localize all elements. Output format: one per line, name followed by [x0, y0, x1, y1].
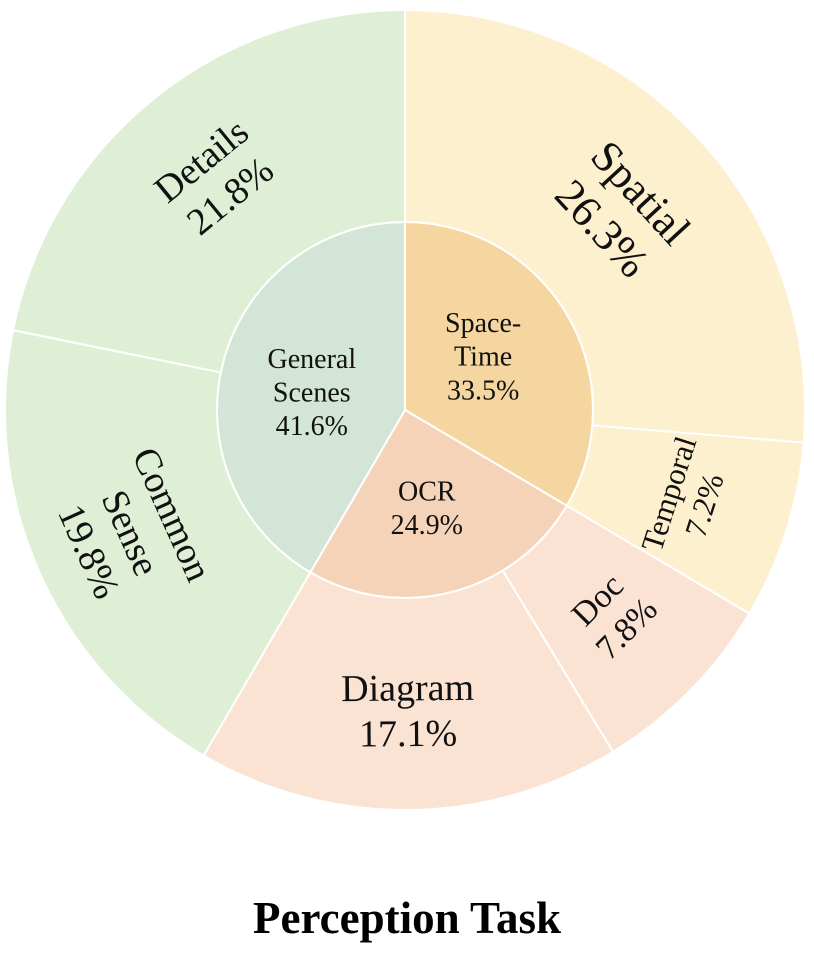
chart-segments: [4, 8, 806, 811]
outer-segment-details: [11, 8, 406, 374]
sunburst-chart: Space-Time 33.5% OCR 24.9% General Scenes 41.6…: [4, 8, 806, 811]
outer-segment-diagram: [202, 569, 615, 811]
chart-title: Perception Task: [253, 893, 561, 943]
inner-label-space-time: Space-Time 33.5%: [445, 308, 521, 406]
inner-label-ocr: OCR 24.9%: [391, 477, 463, 542]
outer-segment-common-sense: [4, 328, 312, 757]
inner-label-general-scenes: General Scenes 41.6%: [267, 344, 356, 442]
outer-label-diagram: Diagram 17.1%: [341, 667, 475, 756]
outer-segment-spatial: [404, 8, 806, 444]
